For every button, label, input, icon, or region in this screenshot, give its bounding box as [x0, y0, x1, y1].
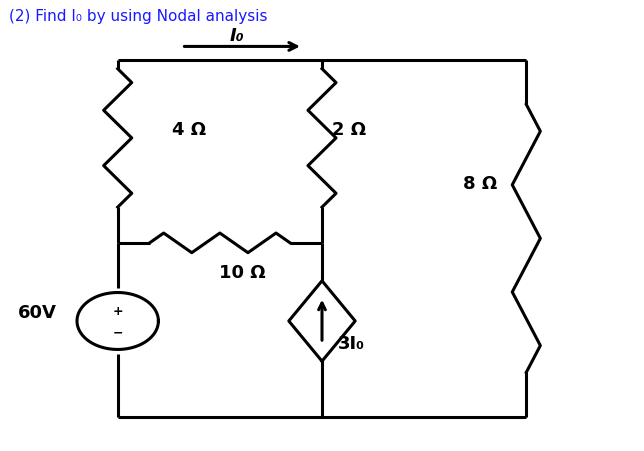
Text: 3I₀: 3I₀	[338, 335, 365, 353]
Text: 10 Ω: 10 Ω	[219, 263, 265, 281]
Text: 8 Ω: 8 Ω	[463, 174, 498, 192]
Text: +: +	[113, 304, 123, 317]
Text: 2 Ω: 2 Ω	[332, 121, 366, 139]
Text: 60V: 60V	[18, 304, 57, 322]
Text: I₀: I₀	[229, 27, 244, 45]
Text: 4 Ω: 4 Ω	[172, 121, 206, 139]
Text: −: −	[113, 326, 123, 339]
Text: (2) Find I₀ by using Nodal analysis: (2) Find I₀ by using Nodal analysis	[9, 9, 268, 24]
